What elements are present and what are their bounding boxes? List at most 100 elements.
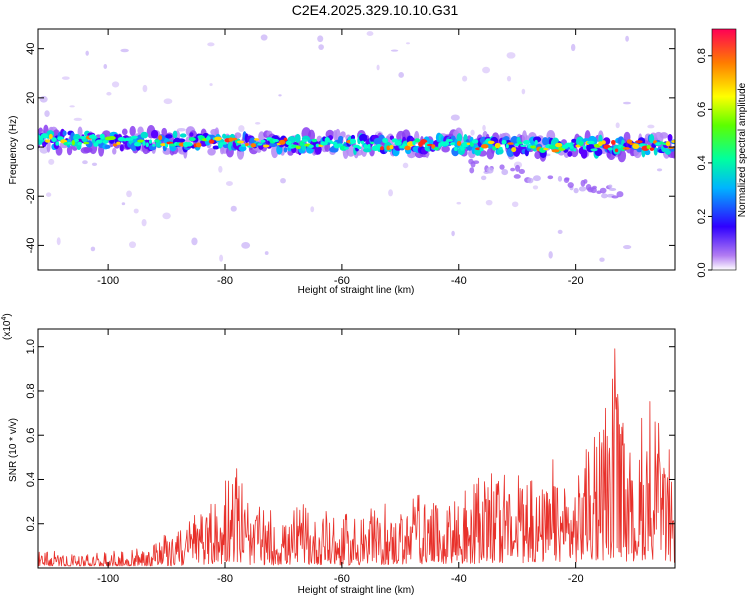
spectrogram-core [195,142,202,148]
spectrogram-secondary [499,164,505,170]
spectrogram-x-tick-label: -60 [334,275,350,287]
spectrogram-core [219,142,224,148]
spectrogram-speckle [548,251,553,259]
spectrogram-speckle [44,110,50,118]
spectrogram-speckle [238,125,245,132]
spectrogram-band [314,144,322,155]
spectrogram-core [262,144,270,148]
spectrogram-core [250,143,257,148]
spectrogram-speckle [209,83,213,86]
spectrogram-core [67,141,73,145]
spectrogram-frame [37,28,676,271]
spectrogram-speckle [532,185,539,190]
spectrogram-core [534,139,538,145]
spectrogram-band [636,147,643,153]
spectrogram-core [453,146,458,152]
spectrogram-halo [441,145,450,153]
spectrogram-core [507,142,514,145]
spectrogram-band [338,135,344,142]
spectrogram-core [431,144,436,149]
spectrogram-secondary [547,175,554,180]
spectrogram-core [301,139,309,142]
spectrogram-y-tick-label: -20 [25,188,37,204]
spectrogram-axes: -100 -80 -60 -40 -20 40 20 0 -20 -40 [25,29,675,287]
colorbar: 0.0 0.2 0.4 0.6 0.8 Normalized spectral ampl… [696,28,748,278]
spectrogram-core [130,135,138,139]
spectrogram-speckle [39,95,48,103]
spectrogram-x-tick-label: -100 [97,275,119,287]
spectrogram-speckle [91,162,98,166]
spectrogram-secondary [608,187,617,192]
spectrogram-x-tick-label: -40 [451,275,467,287]
spectrogram-core [382,137,389,144]
spectrogram-core [71,139,76,146]
spectrogram-core [80,135,86,140]
spectrogram-core [582,145,587,150]
spectrogram-speckle [254,122,261,125]
spectrogram-core [601,140,606,145]
spectrogram-secondary [486,167,494,174]
spectrogram-x-label: Height of straight line (km) [298,285,415,296]
colorbar-tick-label: 0.6 [696,102,708,117]
spectrogram-core [102,140,109,144]
colorbar-tick-label: 0.2 [696,209,708,224]
spectrogram-core [148,139,153,144]
spectrogram-core [44,139,51,143]
spectrogram-core [112,143,118,147]
spectrogram-core [222,141,227,145]
spectrogram-secondary [501,169,509,176]
spectrogram-speckle [106,91,112,96]
spectrogram-core [622,147,630,150]
spectrogram-speckle [121,202,126,206]
spectrogram-speckle [219,254,224,262]
snr-y-tick-label: 0.8 [25,383,37,398]
spectrogram-core [517,141,523,145]
snr-axes: -100 -80 -60 -40 -20 1.0 0.8 0.6 0.4 0.2 [25,329,675,585]
spectrogram-speckle [656,168,663,172]
spectrogram-speckle [218,165,223,173]
colorbar-gradient [711,28,737,271]
spectrogram-y-tick-label: 20 [25,92,37,104]
spectrogram-core [206,136,211,142]
spectrogram-band [283,147,288,153]
colorbar-axis: 0.0 0.2 0.4 0.6 0.8 [696,48,712,278]
snr-y-label: SNR (10 * v/v) [8,418,19,482]
spectrogram-core [245,142,249,147]
snr-panel: -100 -80 -60 -40 -20 1.0 0.8 0.6 0.4 0.2 Height o… [1,313,676,596]
spectrogram-halo [207,147,216,156]
spectrogram-core [586,140,595,145]
spectrogram-core [573,148,577,152]
spectrogram-core [48,133,53,140]
spectrogram-core [154,139,160,143]
spectrogram-core [543,147,549,151]
spectrogram-speckle [622,244,632,250]
spectrogram-speckle [129,241,137,249]
spectrogram-core [152,143,156,147]
spectrogram-speckle [451,230,455,237]
spectrogram-core [55,141,60,146]
spectrogram-secondary [472,160,480,165]
spectrogram-speckle [570,43,576,52]
spectrogram-band [359,133,368,142]
spectrogram-core [456,140,462,146]
spectrogram-speckle [230,205,237,212]
spectrogram-core [257,143,263,146]
spectrogram-band [238,145,247,152]
spectrogram-core [514,143,520,147]
spectrogram-core [480,144,489,149]
spectrogram-speckle [511,201,519,208]
spectrogram-speckle [126,190,132,198]
spectrogram-core [311,138,318,143]
spectrogram-y-label: Frequency (Hz) [8,116,19,185]
snr-x-tick-label: -40 [451,573,467,585]
spectrogram-halo [129,125,136,137]
spectrogram-speckle [506,75,512,82]
spectrogram-band [104,144,111,149]
spectrogram-halo [112,147,117,155]
snr-y-tick-label: 0.6 [25,428,37,443]
spectrogram-secondary [567,182,574,188]
spectrogram-band [580,148,588,159]
spectrogram-core [214,136,222,141]
spectrogram-core [349,138,357,145]
spectrogram-core [315,143,320,148]
